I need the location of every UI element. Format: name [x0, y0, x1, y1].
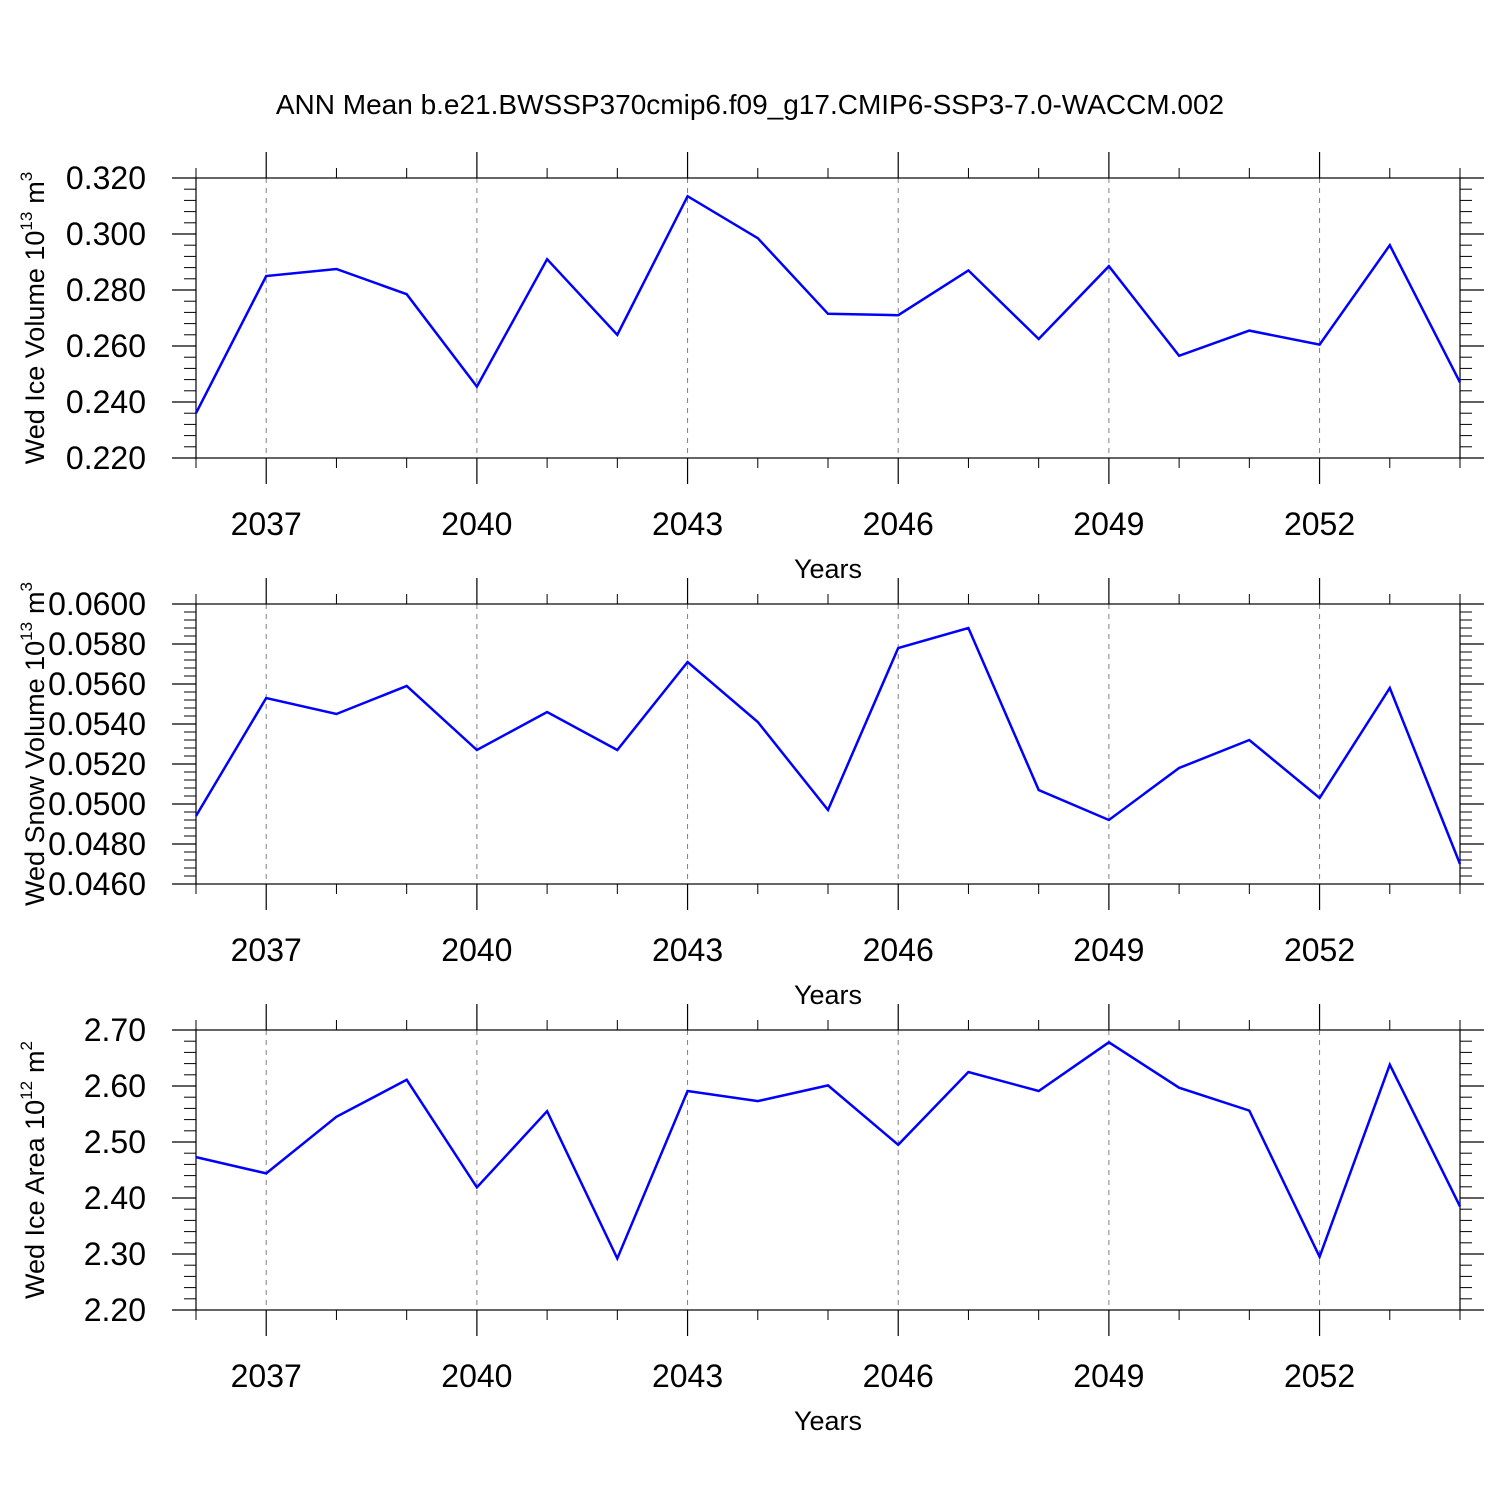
x-tick-label: 2040	[441, 1358, 512, 1394]
y-tick-label: 0.0460	[48, 866, 146, 902]
series-line	[194, 626, 1462, 865]
x-tick-label: 2037	[231, 932, 302, 968]
y-tick-label: 2.60	[84, 1068, 146, 1104]
x-tick-label: 2037	[231, 506, 302, 542]
y-axis-label-unit: m	[20, 591, 50, 614]
series-line	[194, 194, 1462, 414]
y-tick-label: 0.0500	[48, 786, 146, 822]
x-axis-label: Years	[794, 980, 862, 1010]
x-tick-label: 2049	[1073, 506, 1144, 542]
y-tick-label: 2.30	[84, 1236, 146, 1272]
y-axis-label-exponent: 13	[17, 212, 36, 231]
y-tick-label: 0.280	[66, 272, 146, 308]
x-tick-label: 2049	[1073, 932, 1144, 968]
y-axis-label-text: Wed Ice Volume 10	[20, 231, 50, 465]
y-axis-label-unit: m	[20, 181, 50, 204]
chart-panel-3: 2037 2040 2043 2046 2049 2052 2.20 2.30 2.40 2.50…	[17, 1004, 1484, 1436]
y-axis-label-unit: m	[20, 1050, 50, 1073]
y-axis-label-exponent: 13	[17, 622, 36, 641]
plot-frame	[195, 603, 1461, 885]
x-tick-label: 2052	[1284, 932, 1355, 968]
y-axis-label: Wed Ice Volume 1013 m3	[17, 172, 50, 465]
series-line	[195, 1040, 1462, 1262]
y-axis-label-unit-exponent: 2	[17, 1041, 36, 1050]
x-tick-label: 2046	[863, 1358, 934, 1394]
y-axis-label-text: Wed Ice Area 10	[20, 1100, 50, 1299]
chart-title: ANN Mean b.e21.BWSSP370cmip6.f09_g17.CMI…	[276, 89, 1224, 120]
x-tick-label: 2040	[441, 932, 512, 968]
x-tick-label: 2046	[863, 932, 934, 968]
y-tick-label: 0.260	[66, 328, 146, 364]
y-axis-label-text: Wed Snow Volume 10	[20, 641, 50, 906]
x-tick-label: 2052	[1284, 1358, 1355, 1394]
chart-panel-1: 2037 2040 2043 2046 2049 2052 0.220 0.240 0.260 0…	[17, 152, 1484, 584]
x-axis-label: Years	[794, 1406, 862, 1436]
y-tick-label: 0.300	[66, 216, 146, 252]
x-tick-label: 2043	[652, 932, 723, 968]
y-axis-label-exponent: 12	[17, 1081, 36, 1100]
x-tick-label: 2040	[441, 506, 512, 542]
plot-frame	[195, 1029, 1461, 1311]
y-axis-label-unit-exponent: 3	[17, 582, 36, 591]
x-tick-label: 2043	[652, 506, 723, 542]
x-axis-label: Years	[794, 554, 862, 584]
y-tick-label: 0.0580	[48, 626, 146, 662]
y-tick-label: 0.220	[66, 440, 146, 476]
x-tick-label: 2049	[1073, 1358, 1144, 1394]
x-tick-label: 2037	[231, 1358, 302, 1394]
y-axis-label-unit-exponent: 3	[17, 172, 36, 181]
panels: 2037 2040 2043 2046 2049 2052 0.220 0.240 0.260 0…	[17, 152, 1484, 1436]
y-tick-label: 0.0540	[48, 706, 146, 742]
x-tick-label: 2052	[1284, 506, 1355, 542]
y-tick-label: 2.40	[84, 1180, 146, 1216]
y-tick-label: 0.0480	[48, 826, 146, 862]
y-axis-label: Wed Ice Area 1012 m2	[17, 1041, 50, 1299]
y-axis-label: Wed Snow Volume 1013 m3	[17, 582, 50, 906]
plot-frame	[195, 177, 1461, 459]
chart-panel-2: 2037 2040 2043 2046 2049 2052 0.0460 0.0480 0.05…	[17, 578, 1484, 1010]
y-tick-label: 0.0600	[48, 586, 146, 622]
y-tick-label: 2.70	[84, 1012, 146, 1048]
y-tick-label: 0.240	[66, 384, 146, 420]
y-tick-label: 0.0520	[48, 746, 146, 782]
x-tick-label: 2046	[863, 506, 934, 542]
y-tick-label: 0.0560	[48, 666, 146, 702]
y-tick-label: 2.20	[84, 1292, 146, 1328]
y-tick-label: 0.320	[66, 160, 146, 196]
x-tick-label: 2043	[652, 1358, 723, 1394]
y-tick-label: 2.50	[84, 1124, 146, 1160]
